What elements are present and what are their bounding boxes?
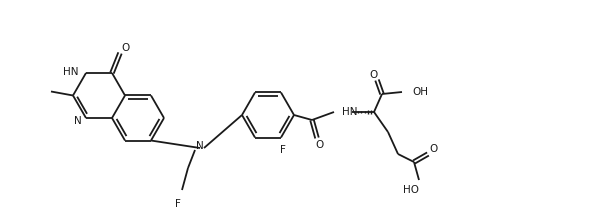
Text: HN: HN (64, 67, 79, 77)
Text: N: N (196, 141, 204, 151)
Text: O: O (429, 144, 437, 154)
Text: OH: OH (412, 87, 428, 97)
Text: F: F (175, 199, 181, 209)
Text: O: O (369, 70, 377, 80)
Text: O: O (316, 140, 324, 150)
Text: HN: HN (342, 107, 358, 117)
Text: HO: HO (403, 185, 419, 195)
Text: O: O (121, 43, 129, 53)
Text: N: N (74, 116, 82, 126)
Text: F: F (280, 144, 286, 155)
